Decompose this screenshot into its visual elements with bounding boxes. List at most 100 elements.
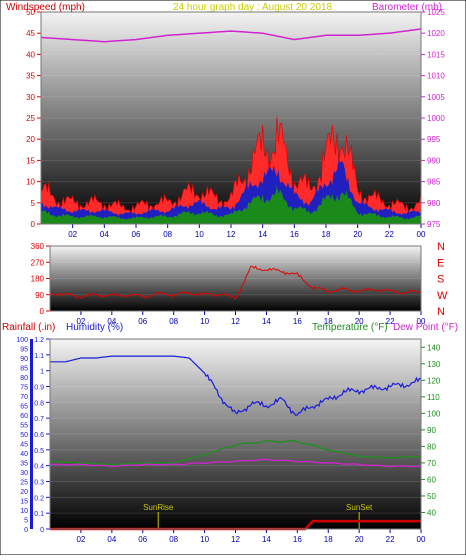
humidity-axis-bar [30,339,33,529]
wind-x-tick-label: 08 [163,230,172,239]
barometer-line [40,28,422,43]
humidity-y-tick-label: 90 [20,356,28,363]
temp-y-tick-label: 90 [427,426,436,435]
humidity-y-tick-label: 40 [20,451,28,458]
wind-y-tick-label: 5 [31,199,36,208]
rain-y-tick-label: 0.7 [34,416,44,423]
humidity-y-tick-label: 25 [20,480,28,487]
humidity-y-tick-label: 75 [20,385,28,392]
wind-x-tick-label: 02 [68,230,77,239]
wind-y-tick-label: 45 [26,29,35,38]
compass-label: N [437,306,445,318]
rain-y-tick-label: 1.2 [34,337,44,344]
climate-x-tick-label: 20 [355,535,364,544]
climate-x-tick-label: 18 [324,535,333,544]
baro-y-tick-label: 990 [427,156,441,165]
wind-x-tick-label: 10 [195,230,204,239]
wind-y-tick-label: 35 [26,72,35,81]
direction-x-tick-label: 00 [417,317,426,326]
humidity-y-tick-label: 95 [20,347,28,354]
climate-plot-frame [49,338,422,530]
climate-x-tick-label: 00 [417,535,426,544]
baro-y-tick-label: 1000 [427,114,445,123]
humidity-y-tick-label: 80 [20,375,28,382]
humidity-y-tick-label: 0 [24,527,28,534]
direction-x-tick-label: 06 [138,317,147,326]
direction-y-tick-label: 360 [31,242,45,251]
rain-y-tick-label: 0 [40,527,44,534]
wind-y-tick-label: 20 [26,135,35,144]
temperature-line [50,439,422,466]
humidity-y-tick-label: 20 [20,489,28,496]
wind-x-tick-label: 04 [100,230,109,239]
wind-axis-title: Windspeed (mph) [6,2,85,13]
temp-y-tick-label: 50 [427,492,436,501]
direction-y-tick-label: 0 [40,307,45,316]
wind-baro-chart: 0510152025303540455097598098599099510001… [26,8,445,239]
direction-x-tick-label: 10 [200,317,209,326]
wind-x-tick-label: 18 [322,230,331,239]
temp-y-tick-label: 100 [427,409,441,418]
baro-y-tick-label: 1010 [427,72,445,81]
baro-y-tick-label: 985 [427,178,441,187]
humidity-y-tick-label: 85 [20,366,28,373]
climate-x-tick-label: 04 [107,535,116,544]
baro-y-tick-label: 1020 [427,29,445,38]
humidity-y-tick-label: 55 [20,423,28,430]
rain-y-tick-label: 0.1 [34,511,44,518]
barometer-axis-title: Barometer (mb) [372,2,442,13]
rain-y-tick-label: 0.3 [34,480,44,487]
wind-x-tick-label: 00 [417,230,426,239]
baro-y-tick-label: 975 [427,220,441,229]
direction-y-tick-label: 270 [31,258,45,267]
dew-point-line [49,458,422,468]
rain-y-tick-label: 0.4 [34,464,44,471]
compass-label: N [437,241,445,253]
rain-y-tick-label: 0.9 [34,385,44,392]
humidity-y-tick-label: 65 [20,404,28,411]
rain-y-tick-label: 1 [40,369,44,376]
rain-y-tick-label: 0.5 [34,448,44,455]
humidity-y-tick-label: 60 [20,413,28,420]
climate-x-tick-label: 22 [386,535,395,544]
direction-x-tick-label: 14 [262,317,271,326]
rain-y-tick-label: 0.6 [34,432,44,439]
direction-x-tick-label: 18 [324,317,333,326]
temperature-legend: Temperature (°F) [312,322,388,333]
humidity-line [50,355,422,416]
climate-x-tick-label: 08 [169,535,178,544]
temp-y-tick-label: 120 [427,376,441,385]
wind-direction-chart: 0 N 90 W 180 S 270 E 360 N 02 04 06 08 10 12 14 16 18 20 22 0… [31,241,448,326]
wind-plot-frame [40,11,422,225]
direction-x-tick-label: 02 [76,317,85,326]
direction-x-tick-label: 04 [107,317,116,326]
direction-x-tick-label: 20 [355,317,364,326]
climate-plot-area [50,339,421,529]
temp-y-tick-label: 60 [427,475,436,484]
temp-y-tick-label: 110 [427,393,440,402]
wind-y-tick-label: 25 [26,114,35,123]
wind-x-tick-label: 12 [227,230,236,239]
climate-x-tick-label: 12 [231,535,240,544]
baro-y-tick-label: 995 [427,135,441,144]
humidity-y-tick-label: 30 [20,470,28,477]
temp-y-tick-label: 80 [427,442,436,451]
rain-y-tick-label: 1.1 [34,353,44,360]
windspeed-low-area [41,185,421,224]
wind-y-tick-label: 50 [26,8,35,17]
wind-x-tick-label: 20 [353,230,362,239]
humidity-y-tick-label: 5 [24,518,28,525]
humidity-y-tick-label: 100 [16,337,28,344]
climate-x-tick-label: 02 [76,535,85,544]
humidity-y-tick-label: 35 [20,461,28,468]
wind-y-tick-label: 10 [26,178,35,187]
compass-label: E [437,257,444,269]
temp-y-tick-label: 40 [427,508,436,517]
direction-y-tick-label: 180 [31,275,45,284]
direction-x-tick-label: 22 [386,317,395,326]
wind-y-tick-label: 40 [26,50,35,59]
direction-plot-frame [49,245,422,312]
humidity-y-tick-label: 45 [20,442,28,449]
temp-y-tick-label: 70 [427,459,436,468]
